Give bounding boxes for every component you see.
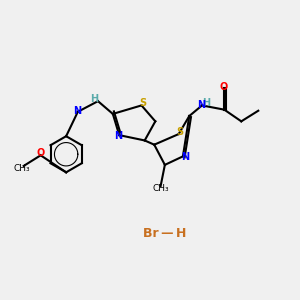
Text: N: N: [181, 152, 189, 162]
Text: O: O: [37, 148, 45, 158]
Text: H: H: [202, 98, 210, 108]
Text: S: S: [176, 127, 183, 136]
Text: N: N: [197, 100, 205, 110]
Text: Br — H: Br — H: [143, 227, 187, 240]
Text: CH₃: CH₃: [152, 184, 169, 193]
Text: N: N: [114, 131, 122, 141]
Text: CH₃: CH₃: [13, 164, 30, 172]
Text: O: O: [219, 82, 227, 92]
Text: S: S: [139, 98, 146, 108]
Text: H: H: [90, 94, 98, 103]
Text: N: N: [73, 106, 81, 116]
